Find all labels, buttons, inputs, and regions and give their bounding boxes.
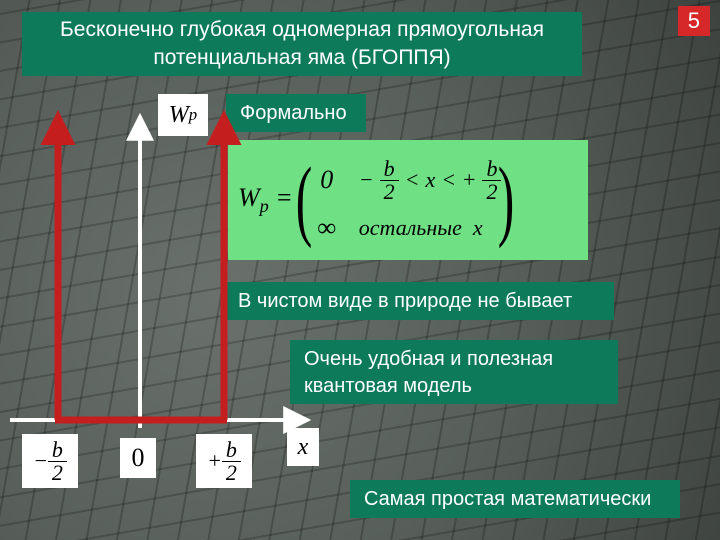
tick-minus-den: 2 bbox=[48, 462, 67, 484]
formula-rows: 0 − b2 < x < + b2 ∞ остальные x bbox=[313, 158, 502, 243]
formula-cond-1: остальные x bbox=[359, 215, 483, 241]
note-3: Самая простая математически bbox=[350, 480, 680, 518]
note-2: Очень удобная и полезная квантовая модел… bbox=[290, 340, 618, 404]
formula-cond-0: − b2 < x < + b2 bbox=[359, 158, 502, 203]
tick-plus-sign: + bbox=[207, 448, 222, 474]
tick-plus-den: 2 bbox=[222, 462, 241, 484]
tick-minus-sign: − bbox=[33, 448, 48, 474]
formula-row-1: ∞ остальные x bbox=[313, 213, 502, 243]
slide-number: 5 bbox=[678, 6, 710, 36]
potential-well-diagram bbox=[0, 110, 320, 450]
brace-close-icon: ( bbox=[498, 162, 514, 239]
slide-title: Бесконечно глубокая одномерная прямоугол… bbox=[22, 12, 582, 76]
formula-row-0: 0 − b2 < x < + b2 bbox=[313, 158, 502, 203]
